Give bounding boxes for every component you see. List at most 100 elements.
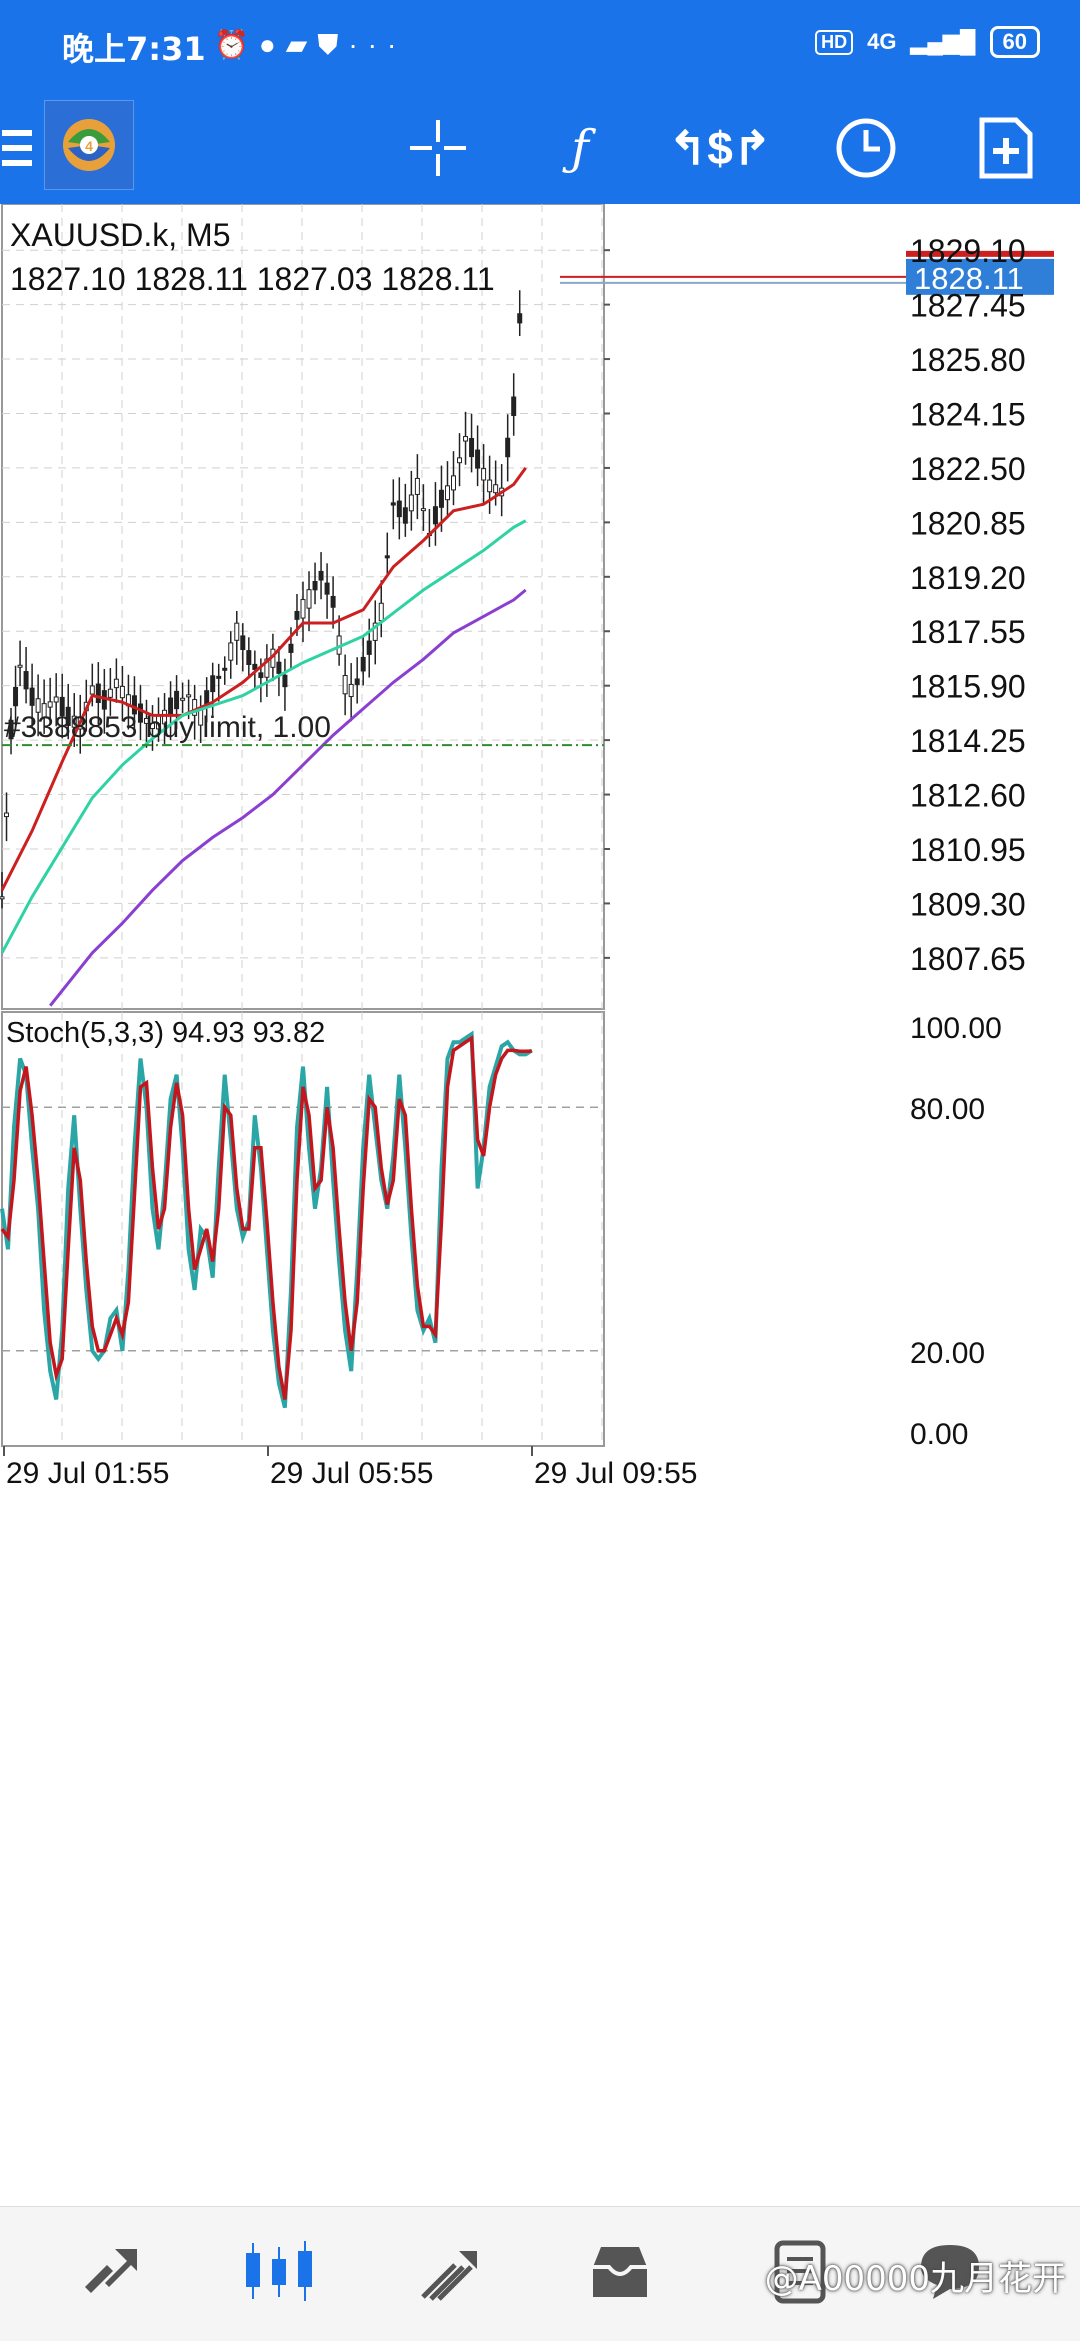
candle-body [0,896,5,900]
crosshair-icon[interactable] [400,110,476,186]
candle-body [294,610,300,620]
candle-body [216,675,222,679]
candle-body [481,468,487,481]
message-icon: ▰ [285,29,318,60]
history-icon[interactable] [580,2237,660,2307]
candle-body [222,667,228,671]
candle-body [23,671,29,690]
candle-body [354,678,360,685]
trade-icon[interactable]: ↰$↱ [668,122,772,174]
current-price-label: 1828.11 [914,261,1024,296]
candle-body [438,489,444,508]
metatrader-logo[interactable]: 4 [44,100,134,190]
status-right: HD 4G ▂▄▆█ 60 [815,26,1040,58]
candle-body [378,602,384,622]
candle-body [463,436,469,442]
status-notification-icons: ⏰●▰⛊··· [214,28,406,62]
candle-body [487,479,493,493]
candle-body [457,457,463,464]
moving-average-line-2 [0,519,527,954]
candle-body [13,686,19,707]
moving-average-line-1 [0,467,527,891]
quotes-icon[interactable] [70,2237,150,2307]
price-tick-label: 1810.95 [910,832,1026,868]
candle-body [17,664,23,668]
candle-body [162,709,168,725]
bottom-nav: @A00000九月花开 [0,2206,1080,2341]
price-tick-label: 1817.55 [910,614,1026,650]
candle-body [252,663,258,670]
candle-body [396,500,402,518]
candle-body [228,642,234,661]
main-chart-frame [1,203,605,1010]
ohlc-label: 1827.10 1828.11 1827.03 1828.11 [10,261,495,297]
battery-icon: 60 [989,26,1040,58]
journal-icon[interactable] [760,2237,840,2307]
wechat-icon: ● [258,29,286,60]
candle-body [372,622,378,641]
candle-body [475,449,481,469]
chart-area[interactable]: 1829.10 1827.45 1825.80 1824.15 1822.50 1820.… [0,203,1080,2204]
candle-body [258,672,264,679]
candle-body [174,690,180,710]
candle-body [71,715,77,728]
candle-body [469,437,475,458]
stoch-tick-label: 100.00 [910,1012,1002,1045]
price-tick-label: 1824.15 [910,396,1026,432]
price-tick-label: 1827.45 [910,288,1026,324]
candle-body [113,678,119,689]
menu-icon[interactable] [0,110,42,186]
candle-body [89,685,95,695]
candle-body [107,688,113,698]
candle-body [348,683,354,698]
new-order-icon[interactable] [968,110,1044,186]
stoch-tick-label: 20.00 [910,1337,985,1370]
candle-body [324,582,330,595]
ask-badge [906,250,1054,257]
candle-body [408,494,414,512]
price-tick-label: 1829.10 [910,233,1026,269]
candle-body [366,640,372,655]
candle-body [119,685,125,699]
candle-body [511,396,517,416]
trade-nav-icon[interactable] [410,2237,490,2307]
symbol-label: XAUUSD.k, M5 [10,217,230,253]
candle-body [432,506,438,525]
candle-body [402,507,408,524]
more-icon: ··· [348,29,407,60]
candle-body [288,643,294,653]
chart-icon[interactable] [240,2237,320,2307]
candle-body [131,695,137,715]
price-tick-label: 1820.85 [910,505,1026,541]
candle-body [137,703,143,723]
stoch-signal-line [0,1035,532,1400]
candle-body [35,698,41,713]
candle-body [192,699,198,716]
time-axis-label: 29 Jul 01:55 [6,1457,169,1490]
candle-body [65,706,71,726]
price-tick-label: 1812.60 [910,778,1026,814]
candle-body [330,595,336,608]
candle-body [306,589,312,609]
order-label: #3388853 buy limit, 1.00 [4,711,331,744]
candle-body [59,696,65,717]
toolbar: 4 ƒ ↰$↱ [0,92,1080,204]
indicators-icon[interactable]: ƒ [571,120,589,176]
status-bar: 晚上7:31 ⏰●▰⛊··· HD 4G ▂▄▆█ 60 [0,0,1080,92]
candle-body [444,485,450,501]
candle-body [29,687,35,706]
candle-body [505,437,511,458]
candle-body [186,694,192,698]
messages-icon[interactable] [910,2237,990,2307]
network-label: 4G [867,29,897,54]
stoch-main-line [0,1030,533,1409]
candle-body [517,313,523,324]
period-icon[interactable] [828,110,904,186]
candle-body [234,622,240,641]
hd-badge: HD [815,29,854,55]
candle-body [276,661,282,674]
signal-icon: ▂▄▆█ [910,29,976,54]
price-chart-svg[interactable]: 1829.10 1827.45 1825.80 1824.15 1822.50 1820.… [0,203,1080,2204]
price-tick-label: 1815.90 [910,669,1026,705]
stoch-tick-label: 80.00 [910,1093,985,1126]
